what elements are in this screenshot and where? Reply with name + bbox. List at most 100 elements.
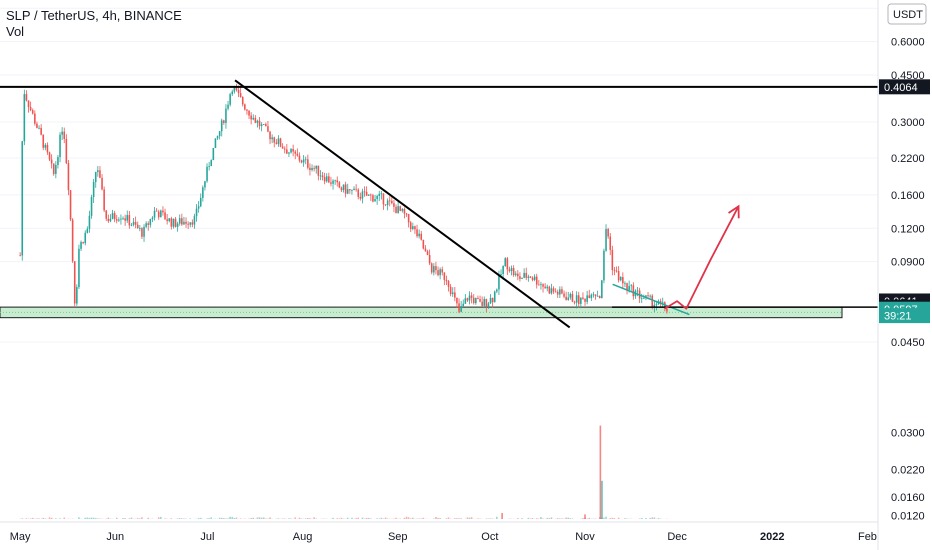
volume-bar bbox=[559, 518, 561, 519]
candle-body bbox=[86, 228, 89, 233]
candle-body bbox=[160, 210, 162, 218]
volume-bar bbox=[332, 517, 334, 519]
volume-bar bbox=[535, 518, 538, 519]
volume-bar bbox=[365, 517, 368, 519]
volume-bar bbox=[638, 518, 641, 519]
volume-bar bbox=[351, 517, 353, 519]
candle-body bbox=[21, 141, 24, 256]
currency-button[interactable]: USDT bbox=[887, 3, 927, 25]
candle-body bbox=[498, 274, 500, 290]
volume-bar bbox=[611, 517, 614, 519]
candle-body bbox=[63, 131, 66, 139]
candle-body bbox=[113, 213, 116, 220]
candle-body bbox=[105, 210, 108, 219]
volume-bar bbox=[376, 518, 378, 519]
candle-body bbox=[252, 117, 255, 120]
volume-bar bbox=[231, 516, 234, 519]
volume-bar bbox=[588, 517, 591, 519]
candle-body bbox=[273, 137, 276, 143]
volume-bar bbox=[470, 517, 473, 519]
candle-body bbox=[468, 295, 471, 301]
time-tick-label: Feb bbox=[858, 531, 877, 543]
candle-body bbox=[275, 142, 278, 144]
candle-body bbox=[594, 294, 597, 297]
volume-bar bbox=[92, 517, 95, 519]
candle-body bbox=[36, 123, 38, 128]
candle-body bbox=[99, 170, 101, 178]
time-axis[interactable]: May Jun Jul Aug Sep Oct Nov Dec 2022 Feb bbox=[0, 521, 878, 543]
volume-bar bbox=[84, 517, 87, 519]
candle-body bbox=[145, 223, 147, 227]
candle-body bbox=[399, 206, 402, 211]
volume-bar bbox=[304, 518, 307, 519]
candle-body bbox=[655, 304, 658, 306]
candle-body bbox=[334, 180, 336, 182]
candle-body bbox=[659, 301, 662, 304]
candle-body bbox=[25, 94, 28, 101]
candle-body bbox=[609, 236, 612, 250]
candle-body bbox=[111, 213, 114, 219]
volume-bar bbox=[613, 518, 616, 519]
candle-body bbox=[393, 203, 395, 207]
candle-body bbox=[88, 215, 91, 229]
candle-body bbox=[565, 296, 567, 300]
price-tick-label: 0.1200 bbox=[891, 223, 925, 235]
candle-body bbox=[510, 268, 513, 272]
candle-body bbox=[523, 272, 525, 278]
candle-body bbox=[298, 155, 301, 161]
candle-body bbox=[44, 144, 47, 148]
candle-body bbox=[613, 270, 616, 271]
volume-bar bbox=[170, 518, 173, 519]
candle-body bbox=[367, 194, 370, 196]
candle-body bbox=[153, 210, 156, 218]
volume-bar bbox=[653, 517, 656, 519]
drawings[interactable] bbox=[0, 79, 878, 329]
candle-body bbox=[433, 266, 435, 273]
volume-label[interactable]: Vol bbox=[6, 24, 25, 39]
price-tick-label: 0.3000 bbox=[891, 117, 925, 129]
candle-body bbox=[643, 297, 645, 299]
candle-body bbox=[475, 298, 477, 304]
forecast-arrow bbox=[664, 205, 740, 310]
candle-body bbox=[552, 288, 555, 292]
candle-body bbox=[149, 219, 152, 225]
candle-body bbox=[27, 100, 30, 108]
volume-bar bbox=[517, 518, 519, 519]
volume-bar bbox=[399, 518, 402, 519]
symbol-title[interactable]: SLP / TetherUS, 4h, BINANCE bbox=[6, 8, 182, 23]
volume-bar bbox=[309, 518, 311, 519]
candle-body bbox=[584, 298, 586, 302]
candle-body bbox=[531, 277, 534, 280]
candle-body bbox=[143, 226, 145, 237]
candle-body bbox=[485, 298, 488, 307]
candle-body bbox=[78, 248, 80, 288]
volume-bar bbox=[527, 517, 530, 519]
candle-body bbox=[189, 222, 192, 225]
candle-body bbox=[84, 232, 87, 244]
candle-body bbox=[311, 167, 313, 171]
volume-bar bbox=[107, 517, 110, 519]
candle-body bbox=[428, 255, 431, 264]
price-tick-label: 0.4500 bbox=[891, 70, 925, 82]
volume-bar bbox=[208, 518, 210, 519]
price-tag-3921 bbox=[879, 308, 930, 324]
volume-bar bbox=[235, 517, 238, 519]
candle-body bbox=[359, 196, 362, 199]
candle-body bbox=[521, 277, 523, 279]
candle-body bbox=[416, 229, 418, 237]
volume-bar bbox=[218, 517, 221, 519]
candle-body bbox=[573, 301, 576, 303]
candle-body bbox=[48, 152, 51, 160]
volume-bar bbox=[258, 517, 261, 519]
candle-body bbox=[395, 206, 397, 214]
chart-header: SLP / TetherUS, 4h, BINANCE Vol bbox=[6, 8, 182, 40]
candle-body bbox=[491, 297, 494, 303]
currency-button-label: USDT bbox=[893, 9, 923, 21]
support-zone[interactable] bbox=[0, 306, 843, 319]
candle-body bbox=[561, 289, 563, 294]
volume-bar bbox=[220, 517, 223, 519]
volume-bar bbox=[407, 517, 410, 519]
candle-body bbox=[533, 276, 536, 280]
candle-body bbox=[661, 302, 664, 304]
